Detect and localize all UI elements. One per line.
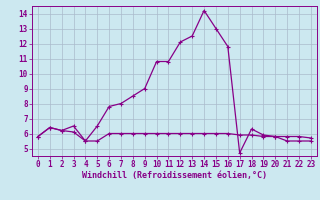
X-axis label: Windchill (Refroidissement éolien,°C): Windchill (Refroidissement éolien,°C) bbox=[82, 171, 267, 180]
